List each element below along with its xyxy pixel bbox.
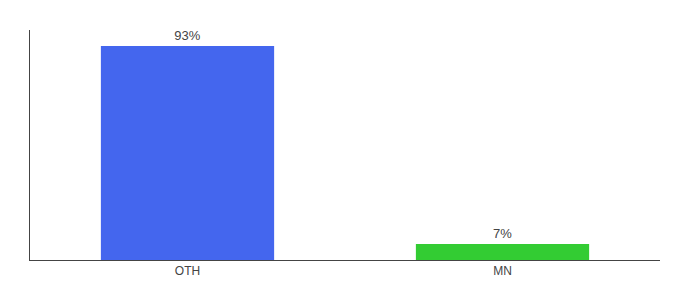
svg-text:MN: MN xyxy=(493,264,512,278)
svg-text:OTH: OTH xyxy=(175,264,200,278)
svg-text:7%: 7% xyxy=(493,226,512,241)
svg-text:93%: 93% xyxy=(174,28,200,43)
